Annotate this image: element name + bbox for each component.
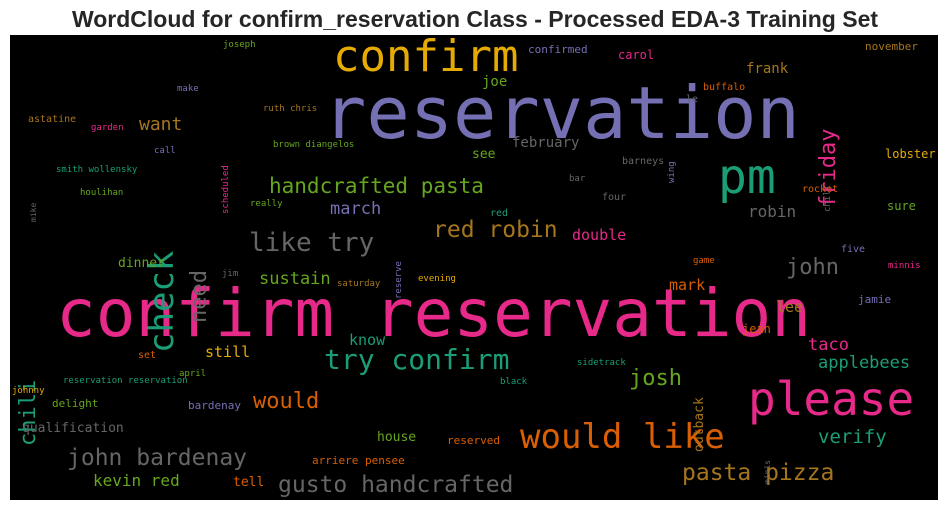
word: josh bbox=[629, 366, 682, 391]
word: sustain bbox=[259, 269, 331, 289]
word: black bbox=[500, 377, 528, 387]
word: need bbox=[187, 270, 212, 323]
word: sidetrack bbox=[577, 358, 626, 368]
word: tell bbox=[233, 475, 265, 490]
word: double bbox=[572, 226, 627, 244]
word: november bbox=[865, 40, 918, 53]
word: arriere pensee bbox=[312, 454, 405, 467]
word: call bbox=[154, 146, 176, 156]
word: confirmed bbox=[528, 43, 588, 56]
word: set bbox=[138, 350, 157, 361]
word: jim bbox=[222, 269, 239, 279]
word: taco bbox=[808, 335, 849, 355]
word: astatine bbox=[28, 114, 77, 125]
word: robin bbox=[748, 202, 797, 221]
word: carol bbox=[618, 48, 655, 62]
word: houlihan bbox=[80, 188, 124, 198]
word: still bbox=[205, 343, 251, 361]
word: confirm reservation bbox=[56, 275, 811, 352]
word: buffalo bbox=[703, 82, 746, 93]
word: minnis bbox=[888, 261, 921, 271]
word: know bbox=[349, 331, 386, 349]
word: sure bbox=[887, 199, 916, 213]
word: wing bbox=[667, 161, 677, 183]
word: bardenay bbox=[188, 399, 241, 412]
word: evening bbox=[418, 274, 456, 284]
word: saturday bbox=[337, 279, 381, 289]
word: frank bbox=[746, 61, 789, 77]
word: john bbox=[786, 255, 839, 280]
word: jean bbox=[742, 322, 771, 336]
word: game bbox=[693, 256, 715, 266]
word: garden bbox=[91, 123, 124, 133]
word: joe bbox=[482, 74, 508, 90]
word: april bbox=[179, 369, 207, 379]
word: reserved bbox=[447, 434, 500, 447]
word: le bbox=[686, 94, 699, 105]
word: make bbox=[177, 84, 199, 94]
word: like try bbox=[249, 228, 375, 258]
word: ruth chris bbox=[263, 104, 318, 114]
word: confirm bbox=[333, 35, 519, 82]
word: lobster bbox=[885, 147, 936, 161]
word: qualification bbox=[22, 421, 124, 436]
word: five bbox=[841, 244, 866, 255]
word: pasta pizza bbox=[682, 460, 835, 486]
word: pm bbox=[718, 149, 776, 205]
word: try confirm bbox=[324, 343, 510, 376]
word: really bbox=[250, 199, 283, 209]
word: mark bbox=[669, 276, 706, 294]
word: minis bbox=[763, 459, 772, 484]
word: chili bbox=[823, 184, 833, 212]
word: rocket bbox=[802, 184, 839, 195]
word: joseph bbox=[223, 40, 256, 50]
word: red robin bbox=[433, 217, 558, 243]
word: red bbox=[490, 208, 509, 219]
word: delight bbox=[52, 397, 99, 410]
word: applebees bbox=[818, 353, 911, 373]
word: bar bbox=[569, 174, 586, 184]
word: brown diangelos bbox=[273, 140, 355, 150]
word: four bbox=[602, 192, 627, 203]
figure-title: WordCloud for confirm_reservation Class … bbox=[71, 6, 879, 32]
word: lee bbox=[776, 298, 804, 316]
word: house bbox=[377, 430, 417, 445]
word: mike bbox=[29, 202, 38, 222]
word: verify bbox=[818, 426, 887, 448]
word: barneys bbox=[622, 156, 665, 167]
word: scheduled bbox=[221, 165, 231, 214]
word: gusto handcrafted bbox=[278, 472, 514, 498]
word: reservation bbox=[323, 71, 800, 155]
word: kevin red bbox=[93, 471, 180, 490]
word: johnny bbox=[12, 386, 45, 396]
word: dinner bbox=[118, 256, 165, 271]
word: jamie bbox=[858, 293, 892, 306]
word: see bbox=[472, 147, 496, 162]
word: outback bbox=[692, 397, 707, 452]
word: february bbox=[512, 135, 580, 151]
word-cloud: reservation confirm reservation confirm … bbox=[10, 35, 938, 500]
word: would bbox=[253, 389, 320, 414]
word: reservation reservation bbox=[63, 376, 188, 386]
word: reserve bbox=[394, 261, 404, 299]
word: handcrafted pasta bbox=[269, 174, 484, 198]
word: john bardenay bbox=[67, 445, 248, 471]
word: please bbox=[748, 372, 915, 426]
word: want bbox=[139, 114, 183, 135]
word: would like bbox=[520, 417, 725, 457]
word: march bbox=[330, 199, 382, 219]
word: smith wollensky bbox=[56, 165, 138, 175]
